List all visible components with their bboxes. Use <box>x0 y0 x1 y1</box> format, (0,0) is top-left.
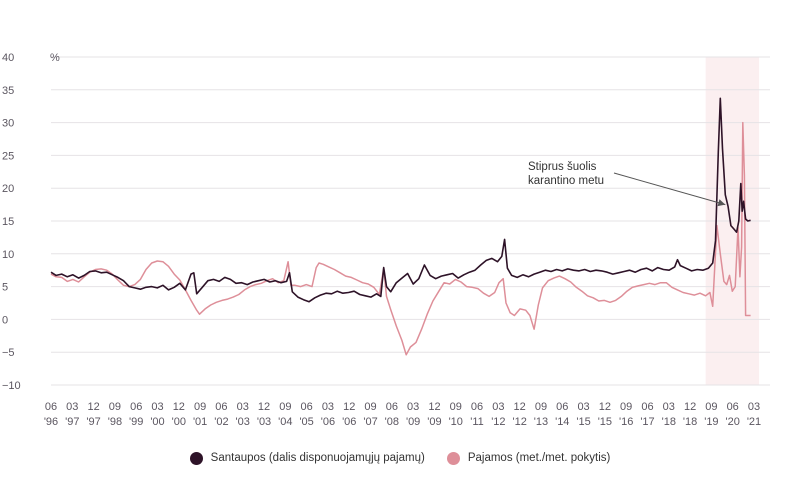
legend-label-santaupos: Santaupos (dalis disponuojamųjų pajamų) <box>210 452 425 464</box>
x-tick-month: 03 <box>577 401 589 413</box>
x-tick-month: 03 <box>66 401 78 413</box>
x-tick-year: '02 <box>214 416 228 428</box>
x-tick-month: 12 <box>173 401 185 413</box>
x-tick-month: 03 <box>492 401 504 413</box>
x-tick-year: '17 <box>640 416 654 428</box>
annotation-arrow <box>613 172 726 206</box>
x-tick-year: '97 <box>86 416 100 428</box>
x-tick-year: '12 <box>512 416 526 428</box>
x-tick-year: '01 <box>193 416 207 428</box>
x-tick-month: 12 <box>514 401 526 413</box>
legend-label-pajamos: Pajamos (met./met. pokytis) <box>467 452 611 464</box>
y-tick-label: 25 <box>2 150 14 162</box>
x-tick-month: 06 <box>386 401 398 413</box>
y-axis-ticks: −10 −5 0 5 10 15 20 25 30 35 40 <box>2 52 21 392</box>
x-tick-month: 03 <box>407 401 419 413</box>
x-tick-year: '14 <box>555 416 569 428</box>
x-tick-year: '10 <box>449 416 463 428</box>
legend-item-santaupos: Santaupos (dalis disponuojamųjų pajamų) <box>189 451 425 465</box>
x-tick-month: 09 <box>279 401 291 413</box>
x-tick-year: '00 <box>172 416 186 428</box>
x-tick-year: '07 <box>363 416 377 428</box>
annotation-arrowhead <box>717 199 726 207</box>
y-tick-label: 15 <box>2 216 14 228</box>
series-line-santaupos <box>50 97 751 303</box>
x-tick-year: '99 <box>129 416 143 428</box>
x-tick-year: '13 <box>534 416 548 428</box>
x-tick-month: 09 <box>364 401 376 413</box>
x-tick-month: 06 <box>301 401 313 413</box>
x-tick-year: '06 <box>321 416 335 428</box>
x-tick-month: 03 <box>237 401 249 413</box>
x-tick-year: '97 <box>65 416 79 428</box>
x-tick-month: 06 <box>471 401 483 413</box>
legend-item-pajamos: Pajamos (met./met. pokytis) <box>446 451 611 465</box>
y-tick-label: −5 <box>2 347 15 359</box>
x-tick-year: '05 <box>299 416 313 428</box>
x-tick-month: 06 <box>45 401 57 413</box>
x-tick-month: 12 <box>258 401 270 413</box>
x-tick-month: 09 <box>535 401 547 413</box>
x-tick-month: 03 <box>748 401 760 413</box>
x-tick-year: '19 <box>704 416 718 428</box>
x-tick-month: 12 <box>684 401 696 413</box>
y-tick-label: −10 <box>2 380 21 392</box>
annotation-line-2: karantino metu <box>528 175 604 187</box>
x-tick-year: '00 <box>150 416 164 428</box>
x-tick-month: 09 <box>194 401 206 413</box>
x-tick-month: 12 <box>87 401 99 413</box>
x-tick-year: '03 <box>257 416 271 428</box>
x-tick-month: 12 <box>343 401 355 413</box>
x-tick-month: 06 <box>727 401 739 413</box>
y-tick-label: 0 <box>2 314 8 326</box>
x-tick-year: '20 <box>726 416 740 428</box>
x-tick-year: '18 <box>662 416 676 428</box>
gridlines <box>51 56 770 386</box>
y-tick-label: 5 <box>2 282 8 294</box>
legend-dot-santaupos <box>189 451 203 465</box>
x-tick-month: 06 <box>556 401 568 413</box>
x-tick-month: 03 <box>663 401 675 413</box>
x-tick-year: '96 <box>44 416 58 428</box>
x-tick-month: 09 <box>450 401 462 413</box>
x-tick-year: '04 <box>278 416 292 428</box>
x-tick-year: '16 <box>619 416 633 428</box>
x-tick-year: '98 <box>108 416 122 428</box>
x-tick-month: 09 <box>109 401 121 413</box>
x-tick-year: '11 <box>470 416 484 428</box>
x-tick-month: 03 <box>151 401 163 413</box>
y-axis-unit-label: % <box>50 52 60 64</box>
x-tick-month: 09 <box>705 401 717 413</box>
x-axis-ticks: 06 '96 03 '97 12 '97 09 '98 06 '99 03 '00 12 '00 09 '01… <box>44 401 761 428</box>
x-tick-year: '09 <box>427 416 441 428</box>
series-line-pajamos <box>50 121 751 356</box>
x-tick-month: 12 <box>428 401 440 413</box>
x-tick-month: 06 <box>130 401 142 413</box>
annotation-quarantine-jump: Stiprus šuolis karantino metu <box>528 161 726 207</box>
x-tick-month: 06 <box>215 401 227 413</box>
x-tick-year: '21 <box>747 416 761 428</box>
x-tick-year: '08 <box>385 416 399 428</box>
y-tick-label: 40 <box>2 52 14 64</box>
x-tick-year: '15 <box>576 416 590 428</box>
legend-dot-pajamos <box>446 451 460 465</box>
x-tick-year: '06 <box>342 416 356 428</box>
x-tick-year: '15 <box>598 416 612 428</box>
x-tick-year: '09 <box>406 416 420 428</box>
y-tick-label: 30 <box>2 118 14 130</box>
x-tick-year: '18 <box>683 416 697 428</box>
x-tick-month: 09 <box>620 401 632 413</box>
y-tick-label: 10 <box>2 249 14 261</box>
x-tick-month: 12 <box>599 401 611 413</box>
x-tick-year: '03 <box>236 416 250 428</box>
x-tick-month: 03 <box>322 401 334 413</box>
annotation-line-1: Stiprus šuolis <box>528 161 597 173</box>
y-tick-label: 35 <box>2 85 14 97</box>
legend: Santaupos (dalis disponuojamųjų pajamų) … <box>0 448 800 468</box>
y-tick-label: 20 <box>2 183 14 195</box>
x-tick-month: 06 <box>641 401 653 413</box>
x-tick-year: '12 <box>491 416 505 428</box>
